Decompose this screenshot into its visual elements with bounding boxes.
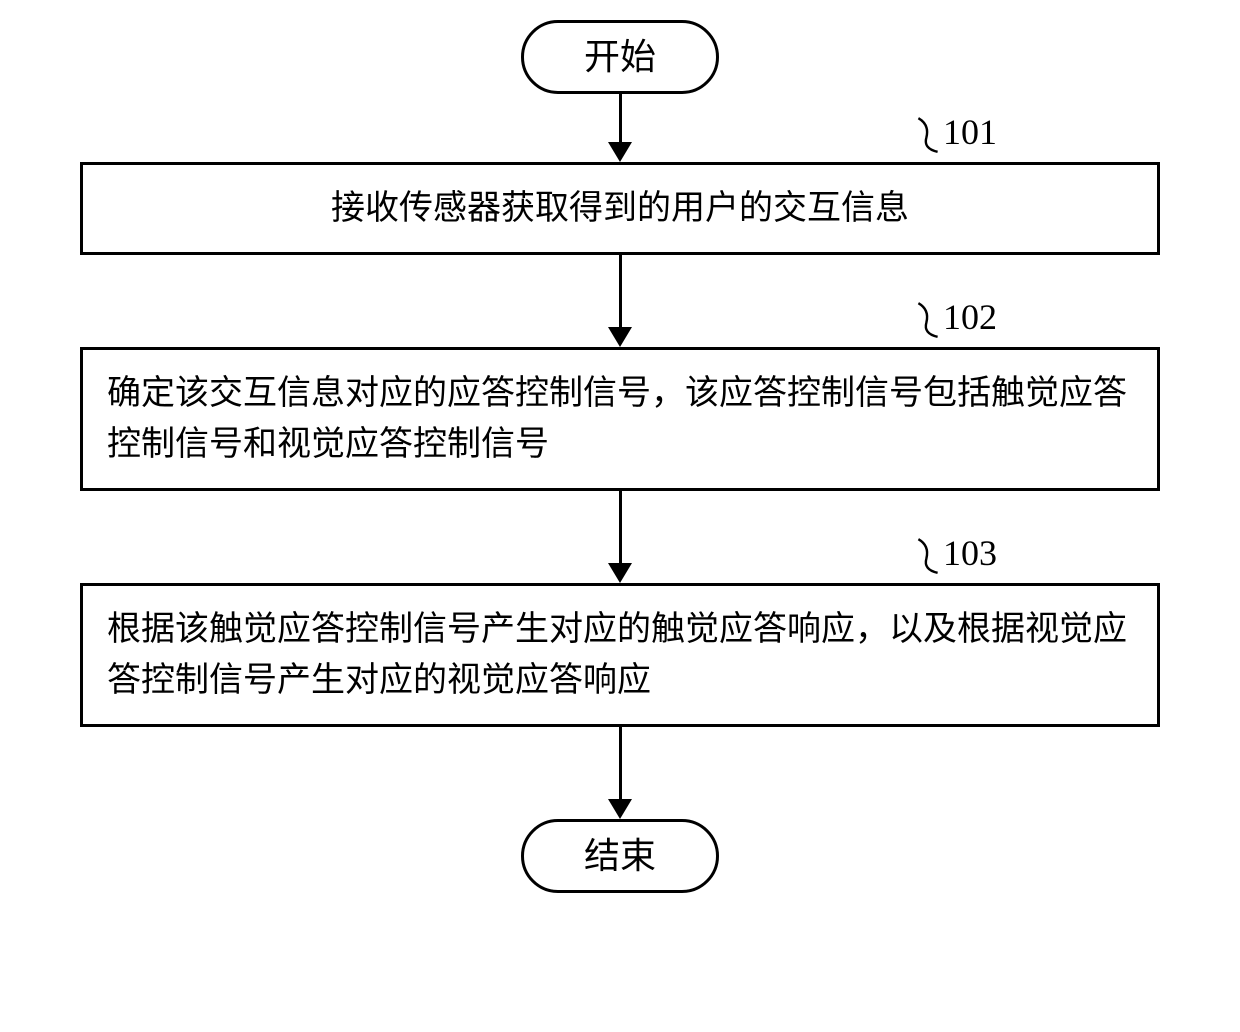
arrow-3 (608, 491, 632, 583)
process-101: 101 接收传感器获取得到的用户的交互信息 (80, 162, 1160, 255)
arrow-head (608, 142, 632, 162)
arrow-head (608, 327, 632, 347)
end-node: 结束 (521, 819, 719, 893)
arrow-line (619, 727, 622, 799)
arrow-line (619, 255, 622, 327)
arrow-1 (608, 94, 632, 162)
process-101-text: 接收传感器获取得到的用户的交互信息 (331, 190, 909, 227)
arrow-2 (608, 255, 632, 347)
flowchart-container: 开始 101 接收传感器获取得到的用户的交互信息 102 确定该交互信息对应的应… (80, 20, 1160, 893)
arrow-line (619, 491, 622, 563)
process-103-text: 根据该触觉应答控制信号产生对应的触觉应答响应，以及根据视觉应答控制信号产生对应的… (107, 611, 1127, 699)
end-text: 结束 (584, 836, 656, 876)
arrow-4 (608, 727, 632, 819)
step-label-101: 101 (943, 105, 997, 159)
start-node: 开始 (521, 20, 719, 94)
arrow-line (619, 94, 622, 142)
arrow-head (608, 563, 632, 583)
step-label-103: 103 (943, 526, 997, 580)
process-102: 102 确定该交互信息对应的应答控制信号，该应答控制信号包括触觉应答控制信号和视… (80, 347, 1160, 491)
start-text: 开始 (584, 37, 656, 77)
process-103: 103 根据该触觉应答控制信号产生对应的触觉应答响应，以及根据视觉应答控制信号产… (80, 583, 1160, 727)
process-102-text: 确定该交互信息对应的应答控制信号，该应答控制信号包括触觉应答控制信号和视觉应答控… (107, 375, 1127, 463)
arrow-head (608, 799, 632, 819)
step-label-102: 102 (943, 290, 997, 344)
